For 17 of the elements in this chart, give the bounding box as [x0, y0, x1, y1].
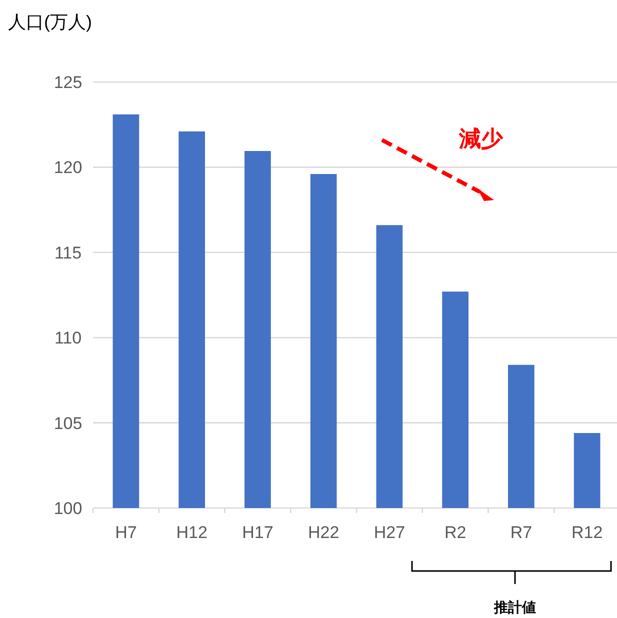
y-tick-label: 120	[54, 158, 82, 178]
x-tick-label: R2	[444, 523, 466, 542]
x-tick-label: H17	[242, 523, 274, 542]
y-tick-label: 105	[54, 414, 82, 433]
y-tick-label: 100	[54, 499, 82, 518]
x-tick-label: H12	[176, 523, 208, 542]
annotation: 減少	[458, 126, 504, 151]
y-axis-title: 人口(万人)	[8, 12, 92, 32]
x-tick-label: R7	[510, 523, 532, 542]
x-tick-label: H7	[115, 523, 137, 542]
y-tick-label: 115	[54, 243, 82, 262]
x-tick-label: R12	[571, 523, 603, 542]
y-tick-label: 110	[54, 328, 82, 348]
x-tick-label: H22	[308, 523, 340, 542]
y-tick-label: 125	[54, 73, 82, 92]
x-tick-label: H27	[374, 523, 406, 542]
text: 推計値	[493, 599, 536, 615]
